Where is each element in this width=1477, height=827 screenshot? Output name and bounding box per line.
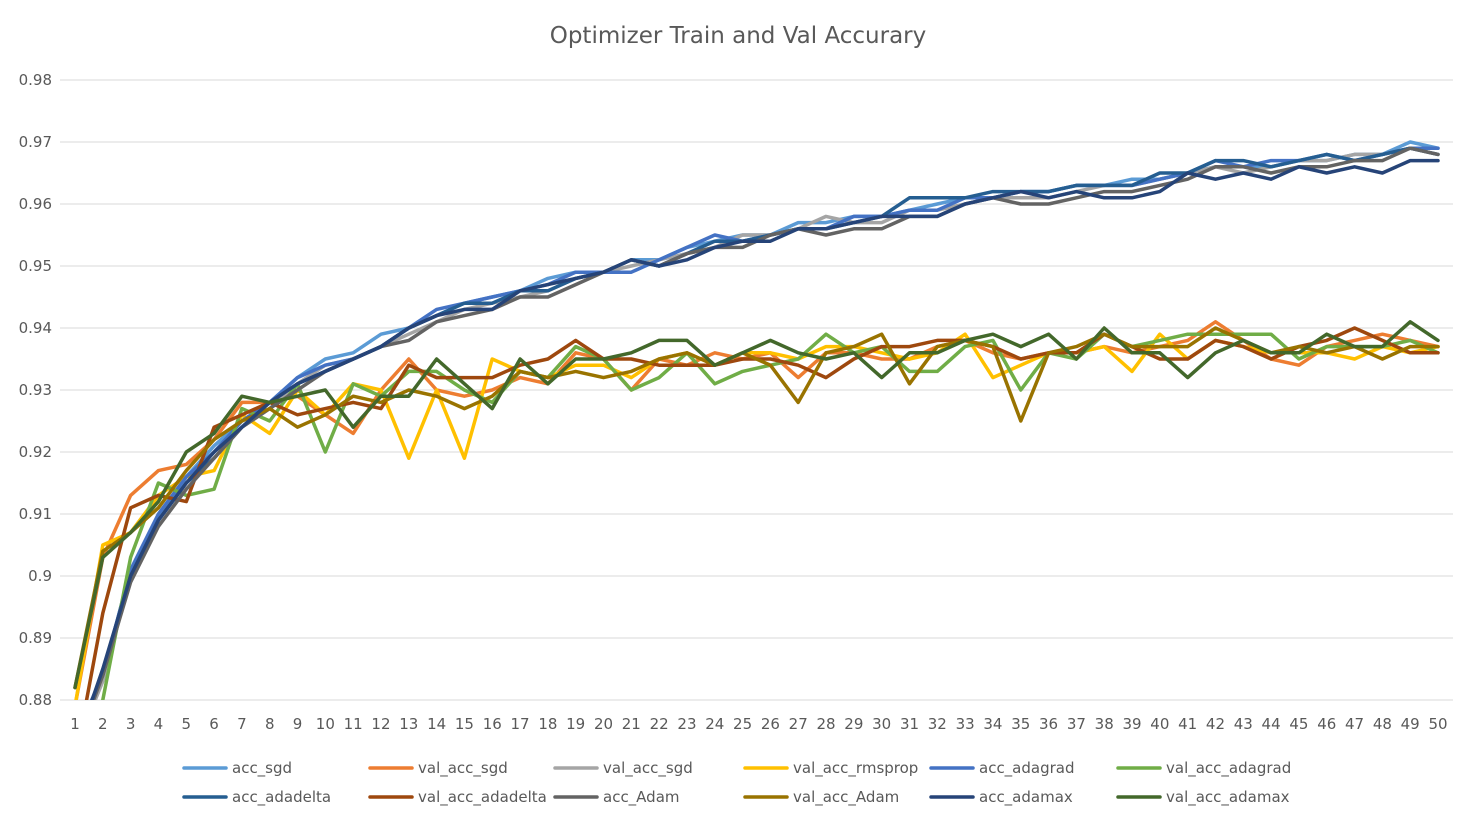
x-tick-label: 12 [371, 715, 390, 733]
legend-label: val_acc_adadelta [418, 788, 547, 807]
y-tick-label: 0.94 [19, 319, 52, 337]
x-tick-label: 24 [705, 715, 724, 733]
y-tick-label: 0.9 [28, 567, 52, 585]
series-line-val-acc-adam [73, 326, 1440, 690]
x-tick-label: 26 [761, 715, 780, 733]
y-tick-label: 0.92 [19, 443, 52, 461]
y-tick-label: 0.95 [19, 257, 52, 275]
y-tick-label: 0.88 [19, 691, 52, 709]
x-tick-label: 16 [483, 715, 502, 733]
x-tick-label: 25 [733, 715, 752, 733]
y-tick-label: 0.93 [19, 381, 52, 399]
legend-label: acc_adamax [979, 788, 1073, 807]
x-tick-label: 35 [1011, 715, 1030, 733]
y-tick-label: 0.89 [19, 629, 52, 647]
x-tick-label: 19 [566, 715, 585, 733]
x-tick-label: 13 [399, 715, 418, 733]
x-tick-label: 48 [1373, 715, 1392, 733]
y-tick-label: 0.98 [19, 71, 52, 89]
x-tick-label: 8 [265, 715, 275, 733]
series-lines [73, 140, 1440, 700]
legend-label: acc_adagrad [979, 759, 1075, 778]
x-tick-label: 7 [237, 715, 247, 733]
x-tick-label: 45 [1289, 715, 1308, 733]
x-tick-label: 11 [344, 715, 363, 733]
x-tick-label: 47 [1345, 715, 1364, 733]
x-tick-label: 30 [872, 715, 891, 733]
x-tick-label: 33 [956, 715, 975, 733]
legend-label: val_acc_sgd [418, 759, 508, 778]
x-tick-label: 17 [511, 715, 530, 733]
series-line-val-acc-adamax [73, 320, 1440, 690]
x-tick-label: 46 [1317, 715, 1336, 733]
x-tick-label: 21 [622, 715, 641, 733]
legend-label: acc_Adam [603, 788, 680, 807]
series-line-acc-adamax [90, 158, 1440, 700]
x-tick-label: 9 [293, 715, 303, 733]
x-tick-label: 36 [1039, 715, 1058, 733]
x-tick-label: 41 [1178, 715, 1197, 733]
x-tick-label: 5 [181, 715, 191, 733]
x-tick-label: 37 [1067, 715, 1086, 733]
x-tick-label: 34 [983, 715, 1002, 733]
x-tick-label: 10 [316, 715, 335, 733]
legend-label: val_acc_Adam [793, 788, 899, 807]
series-line-acc-sgd [90, 140, 1440, 700]
chart-title: Optimizer Train and Val Accurary [550, 23, 927, 49]
y-tick-label: 0.96 [19, 195, 52, 213]
series-line-acc-adadelta [90, 146, 1440, 700]
x-tick-label: 29 [844, 715, 863, 733]
x-tick-label: 40 [1150, 715, 1169, 733]
x-tick-label: 22 [650, 715, 669, 733]
y-tick-label: 0.91 [19, 505, 52, 523]
x-tick-label: 3 [126, 715, 136, 733]
x-tick-label: 27 [789, 715, 808, 733]
legend-label: val_acc_adamax [1166, 788, 1290, 807]
x-tick-label: 2 [98, 715, 108, 733]
x-tick-label: 43 [1234, 715, 1253, 733]
legend-label: acc_adadelta [232, 788, 331, 807]
x-tick-label: 1 [70, 715, 80, 733]
legend-label: acc_sgd [232, 759, 292, 778]
x-tick-label: 4 [154, 715, 164, 733]
x-tick-label: 44 [1262, 715, 1281, 733]
x-tick-label: 14 [427, 715, 446, 733]
x-tick-label: 31 [900, 715, 919, 733]
x-tick-label: 50 [1428, 715, 1447, 733]
legend-label: val_acc_rmsprop [793, 759, 918, 778]
x-tick-label: 20 [594, 715, 613, 733]
legend-label: val_acc_adagrad [1166, 759, 1291, 778]
x-tick-label: 38 [1095, 715, 1114, 733]
x-tick-label: 42 [1206, 715, 1225, 733]
y-tick-label: 0.97 [19, 133, 52, 151]
x-tick-label: 23 [677, 715, 696, 733]
x-axis-ticks: 1 2 3 4 5 6 7 8 9 10 11 12 13 14 15 16 17 18 19 20 21 22 23 24 2… [70, 715, 1447, 733]
x-tick-label: 28 [816, 715, 835, 733]
x-tick-label: 39 [1122, 715, 1141, 733]
legend: acc_sgd val_acc_sgd val_acc_sgd val_acc_rms… [182, 759, 1291, 807]
x-tick-label: 15 [455, 715, 474, 733]
x-tick-label: 18 [538, 715, 557, 733]
x-tick-label: 32 [928, 715, 947, 733]
x-tick-label: 6 [209, 715, 219, 733]
legend-label: val_acc_sgd [603, 759, 693, 778]
y-axis-ticks: 0.88 0.89 0.9 0.91 0.92 0.93 0.94 0.95 0.96 0.97 0… [19, 71, 52, 709]
x-tick-label: 49 [1401, 715, 1420, 733]
